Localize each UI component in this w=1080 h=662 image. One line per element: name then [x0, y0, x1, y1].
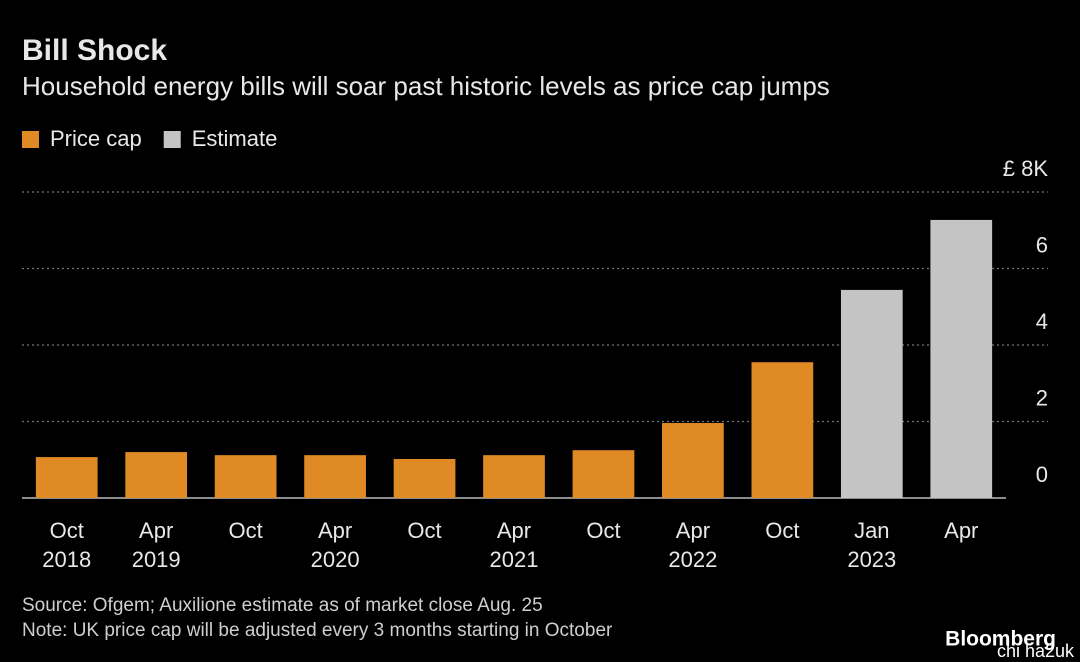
- bar: [840, 289, 903, 498]
- chart-subtitle: Household energy bills will soar past hi…: [22, 71, 830, 101]
- x-tick-year: 2021: [490, 547, 539, 572]
- bar: [930, 219, 993, 499]
- x-tick-label: Apr: [944, 518, 978, 543]
- bar: [214, 455, 277, 498]
- y-tick-label: 6: [1036, 232, 1048, 257]
- bar: [125, 452, 188, 498]
- x-tick-year: 2018: [42, 547, 91, 572]
- x-tick-year: 2022: [668, 547, 717, 572]
- legend-label: Price cap: [50, 126, 142, 151]
- bar: [751, 362, 814, 498]
- x-tick-label: Apr: [497, 518, 531, 543]
- x-tick-label: Apr: [318, 518, 352, 543]
- x-tick-label: Apr: [139, 518, 173, 543]
- x-tick-year: 2023: [847, 547, 896, 572]
- source: Source: Ofgem; Auxilione estimate as of …: [22, 595, 543, 616]
- watermark: chi ha2uk: [997, 641, 1075, 661]
- x-tick-label: Oct: [229, 518, 263, 543]
- legend-swatch: [163, 131, 181, 148]
- x-tick-label: Apr: [676, 518, 710, 543]
- bar: [483, 455, 545, 498]
- x-tick-label: Oct: [586, 518, 620, 543]
- bar: [393, 458, 456, 498]
- x-tick-year: 2019: [132, 547, 181, 572]
- brand: Bloomberg: [945, 628, 1056, 651]
- legend-swatch: [22, 131, 39, 148]
- bar: [304, 455, 366, 498]
- y-tick-label: £ 8K: [1003, 156, 1049, 181]
- x-tick-label: Jan: [854, 518, 889, 543]
- x-tick-label: Oct: [50, 518, 84, 543]
- bar: [35, 457, 98, 498]
- chart-title: Bill Shock: [22, 34, 167, 67]
- y-tick-label: 4: [1036, 309, 1048, 334]
- x-tick-label: Oct: [765, 518, 799, 543]
- y-tick-label: 0: [1036, 462, 1048, 487]
- x-tick-label: Oct: [407, 518, 441, 543]
- bar: [572, 450, 635, 498]
- x-tick-year: 2020: [311, 547, 360, 572]
- legend-label: Estimate: [192, 126, 278, 151]
- y-tick-label: 2: [1036, 385, 1048, 410]
- bar: [662, 423, 724, 498]
- note: Note: UK price cap will be adjusted ever…: [22, 620, 613, 641]
